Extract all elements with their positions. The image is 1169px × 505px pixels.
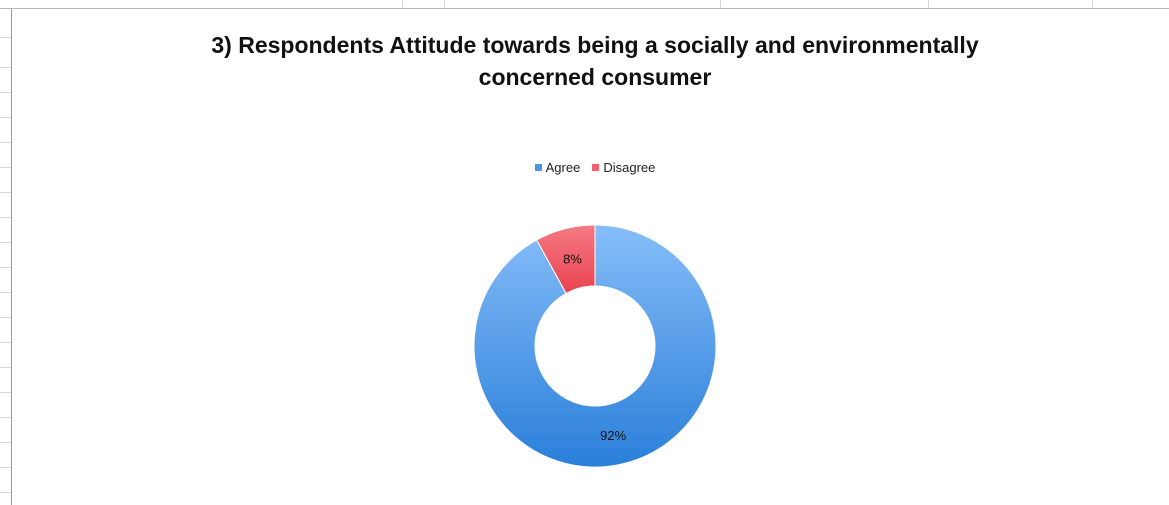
legend-swatch-agree [534, 164, 542, 171]
slice-disagree[interactable] [536, 224, 596, 295]
legend-item-agree: Agree [534, 160, 581, 175]
legend-label-disagree: Disagree [603, 160, 656, 175]
legend-label-agree: Agree [545, 160, 581, 175]
data-label-agree: 92% [600, 428, 626, 443]
data-label-disagree: 8% [563, 251, 582, 266]
sheet-row-ticks [0, 9, 11, 505]
chart-title: 3) Respondents Attitude towards being a … [211, 32, 979, 90]
sheet-left-border [11, 9, 12, 505]
chart-legend: Agree Disagree [0, 160, 1169, 175]
legend-item-disagree: Disagree [592, 160, 655, 175]
slice-agree[interactable] [473, 224, 717, 468]
sheet-column-ticks [0, 0, 1169, 8]
legend-swatch-disagree [592, 164, 600, 171]
sheet-top-border [0, 8, 1169, 9]
